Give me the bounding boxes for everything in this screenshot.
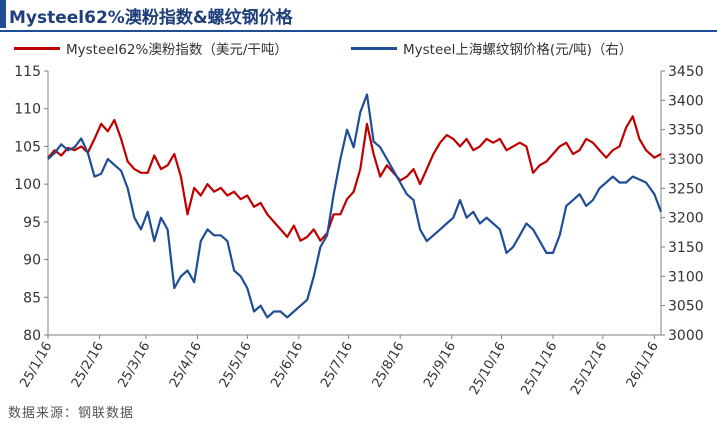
legend-swatch-index — [14, 46, 60, 50]
y-right-tick-label: 3300 — [668, 152, 704, 168]
y-right-tick-label: 3050 — [668, 299, 704, 315]
legend-label-index: Mysteel62%澳粉指数（美元/干吨） — [66, 42, 288, 58]
title-underline — [0, 30, 717, 32]
y-left-tick-label: 90 — [23, 253, 41, 269]
y-right-tick-label: 3400 — [668, 93, 704, 109]
y-right-tick-label: 3150 — [668, 240, 704, 256]
x-tick-label: 25/8/16 — [370, 340, 408, 391]
y-left-tick-label: 95 — [23, 215, 41, 231]
y-right-tick-label: 3100 — [668, 269, 704, 285]
y-right-tick-label: 3450 — [668, 64, 704, 80]
x-tick-label: 25/1/16 — [17, 340, 55, 391]
x-tick-label: 25/7/16 — [318, 340, 356, 391]
y-left-tick-label: 110 — [14, 102, 41, 118]
title-accent — [0, 0, 6, 28]
y-right-tick-label: 3200 — [668, 211, 704, 227]
y-right-tick-label: 3250 — [668, 181, 704, 197]
y-left-tick-label: 80 — [23, 328, 41, 344]
chart-title: Mysteel62%澳粉指数&螺纹钢价格 — [9, 8, 293, 28]
series-line-rebar-price — [47, 93, 663, 319]
chart-title-bar: Mysteel62%澳粉指数&螺纹钢价格 — [0, 0, 717, 32]
x-tick-label: 26/1/16 — [624, 340, 662, 391]
x-tick-label: 25/5/16 — [217, 340, 255, 391]
x-tick-label: 25/2/16 — [69, 340, 107, 391]
x-tick-label: 25/11/16 — [518, 340, 560, 398]
y-left-tick-label: 100 — [14, 177, 41, 193]
x-tick-label: 25/9/16 — [421, 340, 459, 391]
legend-item-index: Mysteel62%澳粉指数（美元/干吨） — [14, 38, 288, 58]
x-tick-label: 25/12/16 — [568, 340, 610, 398]
source-note: 数据来源：钢联数据 — [8, 406, 135, 421]
x-tick-label: 25/3/16 — [115, 340, 153, 391]
y-right-tick-label: 3000 — [668, 328, 704, 344]
x-tick-label: 25/4/16 — [167, 340, 205, 391]
x-tick-label: 25/10/16 — [467, 340, 509, 398]
series-line-iron-ore-index — [47, 115, 662, 242]
y-left-tick-label: 105 — [14, 139, 41, 155]
legend-item-rebar: Mysteel上海螺纹钢价格(元/吨)（右） — [351, 38, 632, 58]
y-right-tick-label: 3350 — [668, 123, 704, 139]
y-left-tick-label: 115 — [14, 64, 41, 80]
legend-swatch-rebar — [351, 46, 397, 50]
x-tick-label: 25/6/16 — [268, 340, 306, 391]
legend-label-rebar: Mysteel上海螺纹钢价格(元/吨)（右） — [403, 42, 633, 58]
y-left-tick-label: 85 — [23, 290, 41, 306]
